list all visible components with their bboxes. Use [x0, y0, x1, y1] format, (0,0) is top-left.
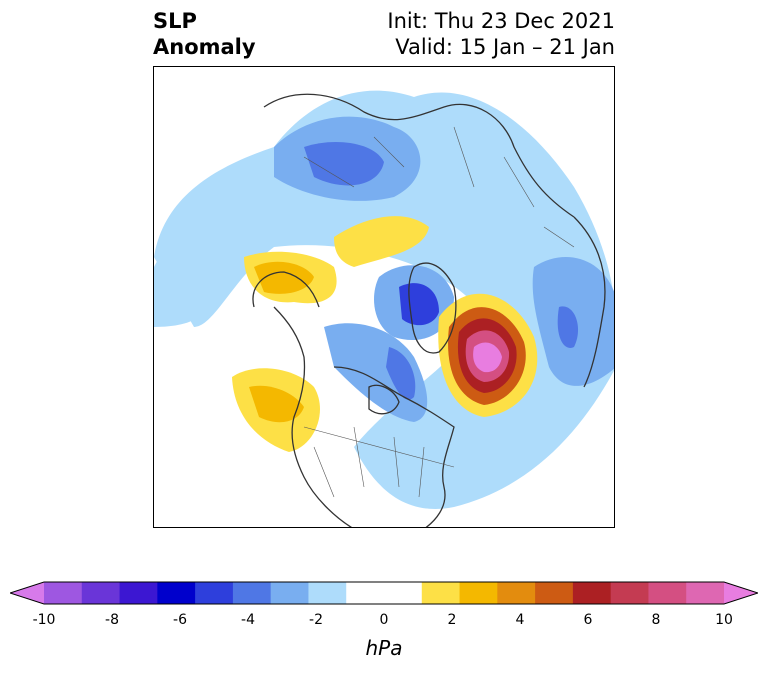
- colorbar-tick-label: -2: [309, 612, 323, 628]
- colorbar-tick-label: -4: [241, 612, 255, 628]
- colorbar-segment: [308, 582, 347, 604]
- anomaly-region-orange-pacific: [254, 261, 314, 294]
- colorbar: [10, 581, 758, 605]
- borders: [303, 126, 575, 498]
- colorbar-extend-min: [10, 582, 44, 604]
- colorbar-segment: [44, 582, 83, 604]
- border-usa-canada: [303, 426, 455, 468]
- anomaly-region-lightblue-west: [154, 231, 217, 327]
- anomaly-map: [154, 90, 614, 527]
- variable-label: SLP: [153, 9, 197, 33]
- anomaly-region-yellow-bering: [334, 216, 429, 267]
- colorbar-tick-label: -6: [173, 612, 187, 628]
- colorbar-segment: [119, 582, 158, 604]
- colorbar-segment: [459, 582, 498, 604]
- colorbar-unit-label: hPa: [365, 636, 403, 660]
- colorbar-tick-label: 4: [515, 612, 525, 628]
- valid-label: Valid: 15 Jan – 21 Jan: [395, 35, 615, 59]
- chart-title: SLP Anomaly: [153, 8, 256, 60]
- anomaly-region-blue-canada-core: [386, 347, 416, 400]
- map-panel: [153, 66, 615, 528]
- init-label: Init: Thu 23 Dec 2021: [387, 9, 615, 33]
- anomaly-region-pink-atlantic-core: [473, 342, 502, 373]
- coastline-greenland: [408, 262, 457, 354]
- colorbar-segment: [157, 582, 196, 604]
- run-info: Init: Thu 23 Dec 2021 Valid: 15 Jan – 21…: [387, 8, 615, 60]
- anomaly-region-blue-siberia-core: [304, 142, 384, 186]
- coastline-hudson-bay: [368, 384, 400, 415]
- colorbar-segment: [648, 582, 687, 604]
- field-label: Anomaly: [153, 35, 256, 59]
- colorbar-segment: [686, 582, 725, 604]
- border-lines-2: [303, 126, 575, 248]
- coastline-north-america-west: [273, 306, 353, 527]
- anomaly-region-orange-alaska: [249, 385, 304, 423]
- colorbar-segment: [232, 582, 272, 604]
- colorbar-segment: [572, 582, 612, 604]
- colorbar-tick-label: 6: [583, 612, 593, 628]
- coastline-eurasia: [263, 93, 575, 218]
- coastlines: [252, 93, 606, 527]
- border-lines-1: [313, 426, 425, 498]
- coastline-alaska: [252, 271, 320, 308]
- colorbar-tick-label: 10: [715, 612, 733, 628]
- colorbar-segment: [270, 582, 309, 604]
- colorbar-segment: [346, 582, 385, 604]
- colorbar-tick-label: 8: [651, 612, 661, 628]
- colorbar-segment: [610, 582, 649, 604]
- colorbar-tick-label: -8: [105, 612, 119, 628]
- colorbar-ticks: -10 -8 -6 -4 -2 0 2 4 6 8 10: [0, 612, 768, 632]
- colorbar-segment: [421, 582, 461, 604]
- colorbar-tick-label: -10: [32, 612, 56, 628]
- colorbar-segment: [535, 582, 574, 604]
- colorbar-segment: [497, 582, 536, 604]
- colorbar-tick-label: 2: [447, 612, 457, 628]
- colorbar-extend-max: [724, 582, 758, 604]
- colorbar-outline: [10, 581, 758, 605]
- colorbar-segment: [81, 582, 121, 604]
- colorbar-segment: [384, 582, 423, 604]
- colorbar-tick-label: 0: [379, 612, 389, 628]
- colorbar-segment: [195, 582, 234, 604]
- coastline-north-america-east: [333, 366, 455, 527]
- coastline-europe: [573, 216, 606, 388]
- anomaly-region-blue-europe-core: [557, 306, 579, 348]
- anomaly-shading: [154, 90, 614, 509]
- anomaly-region-blue-canada: [324, 323, 428, 422]
- colorbar-segments: [10, 582, 758, 604]
